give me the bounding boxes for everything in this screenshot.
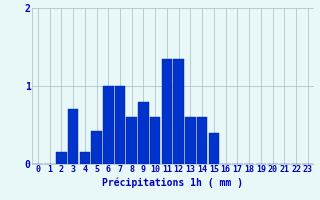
Bar [126, 117, 137, 164]
Bar [103, 86, 114, 164]
Bar [197, 117, 207, 164]
Bar [115, 86, 125, 164]
Bar [150, 117, 161, 164]
Bar [209, 133, 219, 164]
X-axis label: Précipitations 1h ( mm ): Précipitations 1h ( mm ) [102, 177, 243, 188]
Bar [162, 59, 172, 164]
Bar [56, 152, 67, 164]
Bar [91, 131, 102, 164]
Bar [185, 117, 196, 164]
Bar [80, 152, 90, 164]
Bar [173, 59, 184, 164]
Bar [138, 102, 149, 164]
Bar [68, 109, 78, 164]
